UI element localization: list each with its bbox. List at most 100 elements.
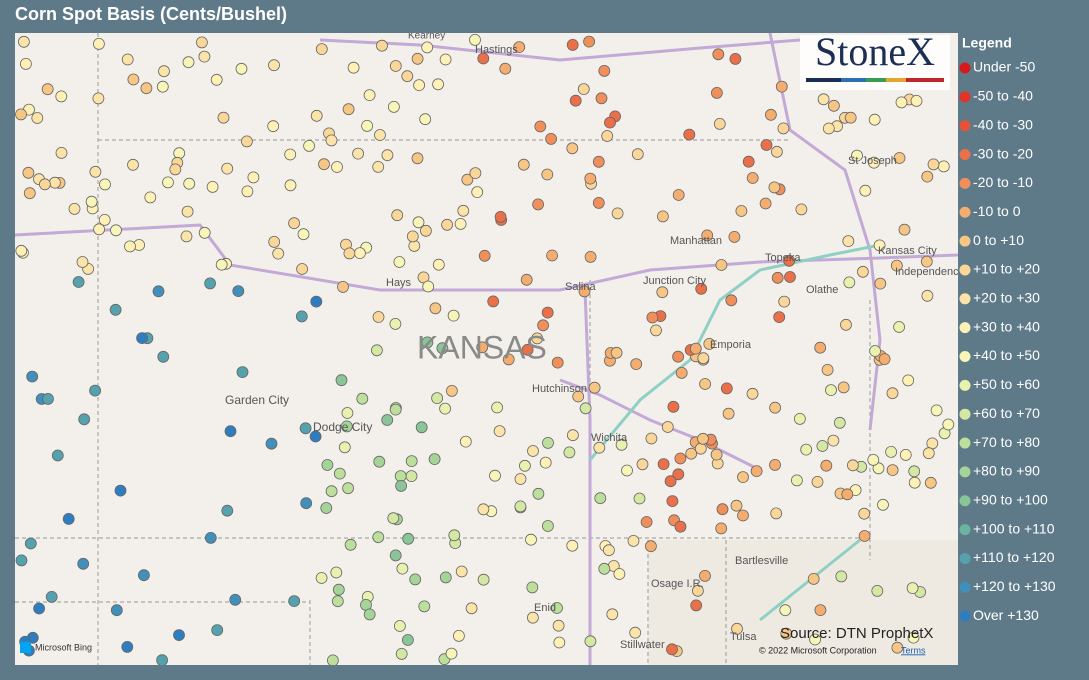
location-dot bbox=[666, 495, 679, 508]
location-dot bbox=[26, 370, 39, 383]
map[interactable]: Kearney Hastings St Joseph Manhattan Topeka K… bbox=[15, 29, 965, 666]
legend-swatch bbox=[959, 322, 971, 334]
location-dot bbox=[156, 80, 169, 93]
location-dot bbox=[859, 184, 872, 197]
location-dot bbox=[181, 205, 194, 218]
legend-swatch bbox=[959, 293, 971, 305]
location-dot bbox=[381, 414, 394, 426]
location-dot bbox=[55, 146, 68, 159]
location-dot bbox=[284, 179, 297, 192]
location-dot bbox=[373, 455, 386, 468]
location-dot bbox=[527, 445, 539, 457]
legend-label: +120 to +130 bbox=[973, 578, 1056, 594]
location-dot bbox=[15, 244, 28, 257]
place-label: Olathe bbox=[806, 284, 838, 296]
location-dot bbox=[672, 468, 685, 481]
location-dot bbox=[110, 604, 123, 617]
location-dot bbox=[584, 635, 597, 648]
location-dot bbox=[891, 641, 904, 654]
location-dot bbox=[77, 557, 90, 570]
location-dot bbox=[344, 538, 357, 551]
location-dot bbox=[412, 216, 425, 229]
location-dot bbox=[906, 582, 919, 594]
location-dot bbox=[851, 149, 863, 162]
location-dot bbox=[136, 332, 149, 345]
location-dot bbox=[606, 608, 619, 621]
legend-swatch bbox=[959, 177, 971, 189]
location-dot bbox=[837, 381, 850, 394]
location-dot bbox=[567, 429, 579, 442]
location-dot bbox=[394, 470, 407, 483]
location-dot bbox=[712, 48, 725, 61]
location-dot bbox=[577, 83, 590, 95]
location-dot bbox=[794, 412, 806, 425]
legend-label: +90 to +100 bbox=[973, 491, 1048, 507]
location-dot bbox=[241, 185, 254, 198]
location-dot bbox=[389, 317, 402, 330]
location-dot bbox=[476, 341, 489, 354]
location-dot bbox=[381, 149, 394, 162]
location-dot bbox=[15, 554, 28, 567]
location-dot bbox=[716, 503, 729, 516]
location-dot bbox=[613, 568, 626, 580]
place-label: Salina bbox=[565, 281, 596, 293]
legend-swatch bbox=[959, 264, 971, 276]
location-dot bbox=[603, 544, 615, 557]
location-dot bbox=[198, 226, 211, 239]
location-dot bbox=[469, 167, 482, 180]
location-dot bbox=[325, 134, 338, 147]
location-dot bbox=[419, 113, 432, 126]
location-dot bbox=[531, 332, 544, 345]
location-dot bbox=[514, 500, 527, 513]
location-dot bbox=[55, 90, 68, 103]
location-dot bbox=[502, 353, 515, 366]
location-dot bbox=[489, 469, 501, 482]
location-dot bbox=[835, 570, 848, 583]
location-dot bbox=[387, 512, 400, 525]
location-dot bbox=[343, 247, 356, 260]
place-label: Emporia bbox=[710, 339, 752, 351]
location-dot bbox=[664, 475, 677, 488]
location-dot bbox=[441, 218, 454, 231]
location-dot bbox=[127, 158, 139, 171]
legend-label: Under -50 bbox=[973, 59, 1035, 75]
location-dot bbox=[421, 41, 434, 54]
location-dot bbox=[477, 52, 490, 65]
location-dot bbox=[439, 571, 452, 584]
location-dot bbox=[439, 53, 452, 66]
location-dot bbox=[534, 120, 547, 133]
location-dot bbox=[198, 50, 211, 63]
location-dot bbox=[656, 286, 669, 299]
place-label: Stillwater bbox=[620, 639, 665, 651]
location-dot bbox=[525, 533, 537, 546]
location-dot bbox=[303, 139, 316, 152]
location-dot bbox=[89, 165, 102, 178]
location-dot bbox=[907, 631, 920, 644]
location-dot bbox=[240, 135, 253, 148]
location-dot bbox=[872, 462, 885, 475]
location-dot bbox=[532, 487, 545, 500]
location-dot bbox=[770, 507, 783, 520]
location-dot bbox=[42, 392, 54, 405]
location-dot bbox=[417, 271, 430, 284]
location-dot bbox=[720, 382, 733, 395]
location-dot bbox=[235, 62, 248, 75]
location-dot bbox=[572, 390, 585, 403]
location-dot bbox=[910, 95, 923, 107]
location-dot bbox=[689, 342, 702, 355]
logo: StoneX bbox=[815, 29, 935, 74]
location-dot bbox=[331, 595, 344, 608]
location-dot bbox=[828, 99, 840, 112]
location-dot bbox=[595, 92, 608, 105]
location-dot bbox=[39, 178, 51, 191]
location-dot bbox=[729, 53, 742, 65]
location-dot bbox=[566, 539, 579, 552]
location-dot bbox=[419, 224, 432, 237]
location-dot bbox=[361, 120, 374, 132]
location-dot bbox=[33, 602, 45, 615]
terms-link[interactable]: Terms bbox=[901, 645, 926, 655]
location-dot bbox=[922, 447, 935, 460]
location-dot bbox=[877, 498, 889, 511]
location-dot bbox=[429, 302, 442, 315]
location-dot bbox=[310, 295, 323, 308]
